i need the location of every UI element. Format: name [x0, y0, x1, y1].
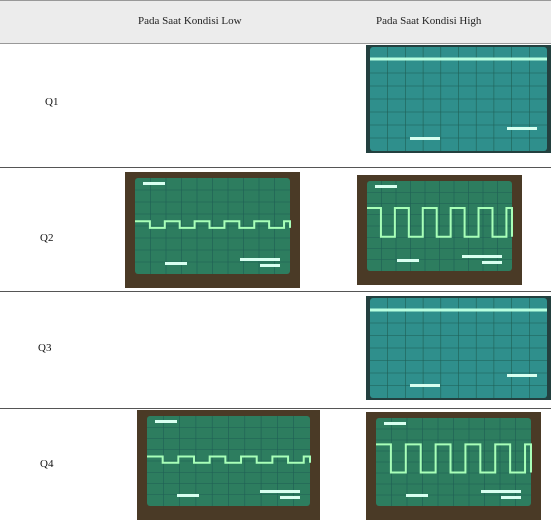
oscilloscope-image [357, 175, 522, 285]
column-header: Pada Saat Kondisi Low [138, 15, 242, 27]
row-label: Q2 [40, 232, 53, 244]
readout [507, 127, 537, 130]
readout [260, 264, 280, 267]
readout [482, 261, 502, 264]
row-label: Q3 [38, 342, 51, 354]
readout [177, 494, 199, 497]
readout [507, 374, 537, 377]
readout [397, 259, 419, 262]
row-label: Q4 [40, 458, 53, 470]
readout [410, 137, 440, 140]
row-separator [0, 291, 551, 292]
oscilloscope-image [137, 410, 320, 520]
readout [260, 490, 300, 493]
column-header: Pada Saat Kondisi High [376, 15, 481, 27]
oscilloscope-image [366, 45, 551, 153]
readout [143, 182, 165, 185]
page: Pada Saat Kondisi Low Pada Saat Kondisi … [0, 0, 551, 522]
readout [406, 494, 428, 497]
readout [410, 384, 440, 387]
readout [155, 420, 177, 423]
readout [462, 255, 502, 258]
readout [375, 185, 397, 188]
readout [240, 258, 280, 261]
row-separator [0, 167, 551, 168]
row-label: Q1 [45, 96, 58, 108]
readout [501, 496, 521, 499]
oscilloscope-image [366, 296, 551, 400]
row-separator [0, 408, 551, 409]
readout [165, 262, 187, 265]
oscilloscope-image [125, 172, 300, 288]
readout [384, 422, 406, 425]
readout [481, 490, 521, 493]
oscilloscope-image [366, 412, 541, 520]
readout [280, 496, 300, 499]
